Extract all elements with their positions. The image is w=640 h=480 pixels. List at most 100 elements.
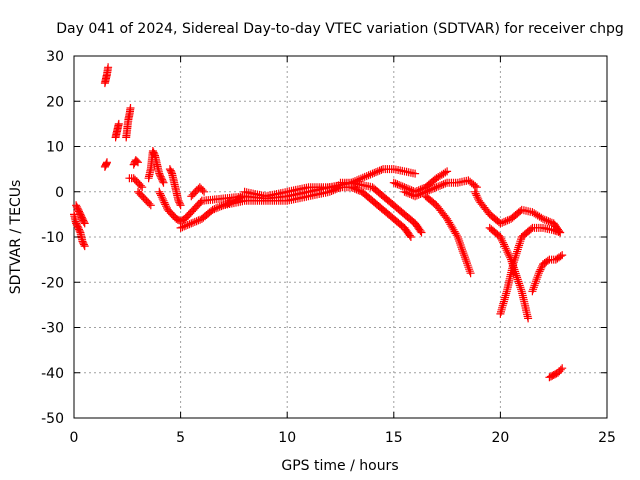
data-point-marker <box>104 63 113 72</box>
data-point-marker <box>513 273 522 282</box>
series-arc-10 <box>144 147 168 187</box>
data-point-marker <box>156 189 165 198</box>
data-point-marker <box>441 179 450 188</box>
data-point-marker <box>500 240 508 249</box>
data-point-marker <box>526 225 535 234</box>
series-arc-22 <box>421 192 475 278</box>
data-point-marker <box>558 251 567 260</box>
data-point-marker <box>430 184 439 192</box>
data-point-marker <box>543 256 552 265</box>
data-point-marker <box>146 201 155 210</box>
data-point-marker <box>398 182 407 191</box>
data-point-marker <box>529 283 538 292</box>
data-point-marker <box>472 183 481 192</box>
series-arc-21 <box>400 176 481 201</box>
data-point-marker <box>114 119 123 128</box>
data-point-marker <box>145 199 154 208</box>
data-point-marker <box>395 181 404 189</box>
data-point-marker <box>443 167 452 176</box>
series-arc-04 <box>100 158 111 171</box>
data-point-marker <box>215 202 224 211</box>
data-point-marker <box>528 287 537 296</box>
data-point-marker <box>370 168 379 177</box>
data-point-marker <box>458 247 467 256</box>
data-point-marker <box>535 267 544 276</box>
data-point-marker <box>200 187 209 196</box>
data-point-marker <box>556 252 565 261</box>
data-point-marker <box>189 218 197 227</box>
data-point-marker <box>414 190 423 199</box>
data-point-marker <box>533 273 542 282</box>
data-point-marker <box>372 168 380 177</box>
data-point-marker <box>546 217 555 226</box>
data-point-marker <box>159 178 168 187</box>
data-point-marker <box>176 201 185 210</box>
data-point-marker <box>465 267 474 276</box>
data-point-marker <box>465 265 474 274</box>
data-point-marker <box>534 269 543 278</box>
data-point-marker <box>167 168 176 177</box>
data-point-marker <box>517 285 526 294</box>
data-point-marker <box>181 221 190 230</box>
data-point-marker <box>356 174 365 183</box>
data-point-marker <box>460 251 469 260</box>
data-point-marker <box>503 248 512 257</box>
data-point-marker <box>160 198 169 207</box>
data-point-marker <box>192 217 201 226</box>
data-point-marker <box>500 242 509 251</box>
series-arc-12 <box>165 165 185 210</box>
y-tick-label: -30 <box>41 321 64 337</box>
plot-frame <box>73 55 608 419</box>
series-layer <box>70 63 567 382</box>
data-point-marker <box>463 261 472 270</box>
data-point-marker <box>354 175 363 184</box>
data-point-marker <box>556 365 565 374</box>
data-point-marker <box>498 218 507 227</box>
data-point-marker <box>530 281 539 290</box>
series-arc-18 <box>325 183 415 241</box>
data-point-marker <box>420 188 428 197</box>
grid-layer <box>74 56 607 418</box>
x-axis-label: GPS time / hours <box>281 458 398 474</box>
data-point-marker <box>132 157 141 166</box>
data-point-marker <box>80 242 89 251</box>
data-point-marker <box>407 190 416 199</box>
y-tick-label: 10 <box>46 140 64 156</box>
data-point-marker <box>472 191 481 200</box>
data-point-marker <box>411 169 420 178</box>
series-arc-16 <box>219 183 345 210</box>
series-arc-03 <box>100 63 113 88</box>
data-point-marker <box>217 202 226 211</box>
data-point-marker <box>162 202 171 211</box>
data-point-marker <box>79 217 88 226</box>
data-point-marker <box>416 227 425 235</box>
data-point-marker <box>460 253 469 262</box>
series-arc-09 <box>134 187 155 210</box>
data-point-marker <box>198 186 207 195</box>
data-point-marker <box>362 172 371 181</box>
data-point-marker <box>462 257 471 266</box>
data-point-marker <box>103 158 111 167</box>
data-point-marker <box>536 265 545 274</box>
data-point-marker <box>75 227 84 235</box>
data-point-marker <box>185 220 194 229</box>
data-point-marker <box>352 185 361 194</box>
data-point-marker <box>405 190 414 198</box>
data-point-marker <box>513 275 522 284</box>
x-tick-label: 15 <box>385 430 403 446</box>
data-point-marker <box>405 231 414 240</box>
data-point-marker <box>406 233 415 241</box>
data-point-marker <box>158 177 167 186</box>
series-arc-07 <box>125 174 147 192</box>
data-point-marker <box>176 223 185 232</box>
data-point-marker <box>499 238 508 247</box>
data-point-marker <box>432 183 441 192</box>
series-arc-01 <box>70 210 89 251</box>
data-point-marker <box>434 182 443 191</box>
data-point-marker <box>542 216 551 225</box>
series-arc-06 <box>122 104 135 142</box>
data-point-marker <box>417 228 426 237</box>
data-point-marker <box>180 222 189 231</box>
data-point-marker <box>496 219 505 228</box>
